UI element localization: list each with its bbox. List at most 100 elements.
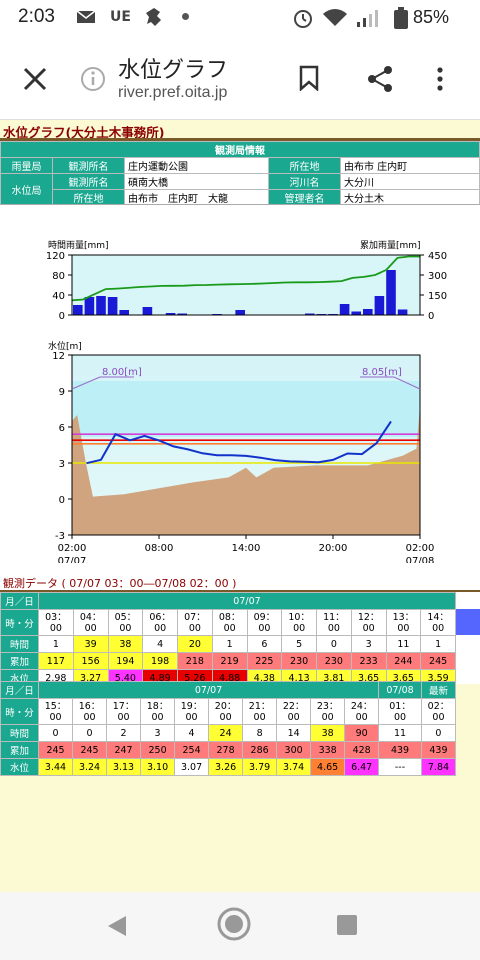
rain-bar bbox=[235, 310, 245, 315]
rain-bar bbox=[96, 296, 106, 315]
rain-bar bbox=[386, 270, 396, 315]
rain-bar bbox=[119, 310, 129, 315]
hourly-row-label: 時間 bbox=[0, 635, 39, 653]
hourly-row-label-2: 時間 bbox=[0, 724, 39, 742]
value-cell: 156 bbox=[72, 652, 109, 670]
right-level-leader bbox=[393, 376, 421, 390]
manager-name: 大分土木 bbox=[340, 189, 480, 206]
water-level-line bbox=[86, 420, 392, 465]
value-cell: 194 bbox=[107, 652, 144, 670]
value-cell: 245 bbox=[37, 741, 74, 759]
share-icon[interactable] bbox=[366, 65, 394, 93]
rain-y2tick-label: 150 bbox=[428, 291, 447, 302]
time-cell: 01： 00 bbox=[378, 698, 422, 725]
date-header-2a: 07/07 bbox=[37, 681, 380, 699]
value-cell: 198 bbox=[142, 652, 178, 670]
value-cell: 3.79 bbox=[242, 758, 278, 776]
level-xtick-label: 08:00 bbox=[145, 543, 174, 554]
rain-y2label: 累加雨量[mm] bbox=[360, 240, 421, 251]
time-cell: 06： 00 bbox=[142, 609, 178, 636]
rain-bar bbox=[107, 297, 118, 315]
rain-bar bbox=[165, 313, 176, 315]
time-row-label: 時・分 bbox=[0, 609, 39, 636]
time-cell: 08： 00 bbox=[211, 609, 248, 636]
mail-icon bbox=[76, 10, 96, 23]
bookmark-icon[interactable] bbox=[298, 65, 320, 91]
river-label: 河川名 bbox=[268, 173, 341, 190]
recents-icon[interactable] bbox=[336, 914, 358, 936]
time-cell: 15： 00 bbox=[37, 698, 74, 725]
rain-ytick-label: 0 bbox=[59, 311, 65, 322]
close-icon[interactable] bbox=[22, 66, 48, 92]
info-icon[interactable] bbox=[80, 66, 106, 92]
rain-plot-bg bbox=[72, 255, 420, 315]
time-cell: 13： 00 bbox=[385, 609, 422, 636]
value-cell: 286 bbox=[242, 741, 278, 759]
river-name: 大分川 bbox=[340, 173, 480, 190]
value-cell: 230 bbox=[316, 652, 352, 670]
riverbed-profile bbox=[72, 405, 420, 535]
time-cell: 07： 00 bbox=[177, 609, 213, 636]
value-cell: 3.24 bbox=[72, 758, 108, 776]
more-options-icon[interactable] bbox=[436, 66, 444, 92]
back-icon[interactable] bbox=[106, 914, 128, 938]
value-cell: 117 bbox=[38, 652, 74, 670]
time-cell: 17： 00 bbox=[106, 698, 142, 725]
battery-icon bbox=[394, 7, 408, 29]
time-cell: 23： 00 bbox=[310, 698, 346, 725]
level-date-label: 07/07 bbox=[58, 556, 87, 563]
signal-icon bbox=[357, 10, 378, 27]
page-title: 水位グラフ bbox=[118, 58, 229, 83]
time-cell: 04： 00 bbox=[72, 609, 109, 636]
value-cell: 219 bbox=[211, 652, 248, 670]
rain-y2tick-label: 450 bbox=[428, 251, 447, 262]
value-cell: 245 bbox=[420, 652, 456, 670]
time-cell: 02： 00 bbox=[420, 698, 457, 725]
value-cell: 0 bbox=[37, 724, 74, 742]
status-bar: 2:03 UE 85% bbox=[0, 0, 480, 38]
value-cell: 218 bbox=[177, 652, 213, 670]
rain-bar bbox=[363, 309, 373, 315]
value-cell: --- bbox=[378, 758, 422, 776]
value-cell: 245 bbox=[72, 741, 108, 759]
home-icon[interactable] bbox=[216, 906, 252, 942]
info-header: 観測局情報 bbox=[0, 141, 480, 158]
rain-y2tick-label: 300 bbox=[428, 271, 447, 282]
water-station-name: 碩南大橋 bbox=[124, 173, 269, 190]
rain-bar bbox=[397, 309, 408, 315]
rain-bar bbox=[374, 296, 385, 315]
level-ytick-label: -3 bbox=[55, 531, 65, 542]
level-ytick-label: 0 bbox=[59, 495, 65, 506]
value-cell: 300 bbox=[276, 741, 312, 759]
rain-station-location: 由布市 庄内町 bbox=[340, 157, 480, 174]
value-cell: 4 bbox=[142, 635, 178, 653]
value-cell: 3.74 bbox=[276, 758, 312, 776]
date-header: 07/07 bbox=[38, 592, 456, 610]
value-cell: 250 bbox=[140, 741, 176, 759]
value-cell: 38 bbox=[107, 635, 144, 653]
page-url[interactable]: river.pref.oita.jp bbox=[118, 84, 228, 101]
rainfall-chart: 時間雨量[mm] 累加雨量[mm] 0 40 80 120 0 150 300 450 bbox=[46, 240, 447, 322]
value-cell: 0 bbox=[72, 724, 108, 742]
cumulative-row-label: 累加 bbox=[0, 652, 39, 670]
value-cell: 90 bbox=[344, 724, 380, 742]
time-cell: 09： 00 bbox=[246, 609, 283, 636]
rain-loc-label: 所在地 bbox=[268, 157, 341, 174]
time-cell: 16： 00 bbox=[72, 698, 108, 725]
rain-tick-labels: 0 40 80 120 0 150 300 450 bbox=[46, 251, 447, 322]
carrier-label: UE bbox=[110, 9, 131, 25]
rain-name-label: 観測所名 bbox=[52, 157, 125, 174]
left-level-leader bbox=[71, 376, 101, 390]
app-notification-icon bbox=[146, 8, 161, 26]
site-title: 水位グラフ(大分土木事務所) bbox=[3, 125, 165, 140]
rain-station-name: 庄内運動公園 bbox=[124, 157, 269, 174]
level-y-tick-labels: -3 0 3 6 9 12 bbox=[52, 351, 72, 542]
data-divider bbox=[0, 590, 480, 592]
value-cell: 7.84 bbox=[420, 758, 457, 776]
time-cell: 19： 00 bbox=[174, 698, 210, 725]
table1-next-cell-peek bbox=[456, 609, 480, 635]
value-cell: 278 bbox=[208, 741, 244, 759]
value-cell: 1 bbox=[420, 635, 456, 653]
title-divider bbox=[0, 138, 480, 141]
value-cell: 244 bbox=[385, 652, 422, 670]
